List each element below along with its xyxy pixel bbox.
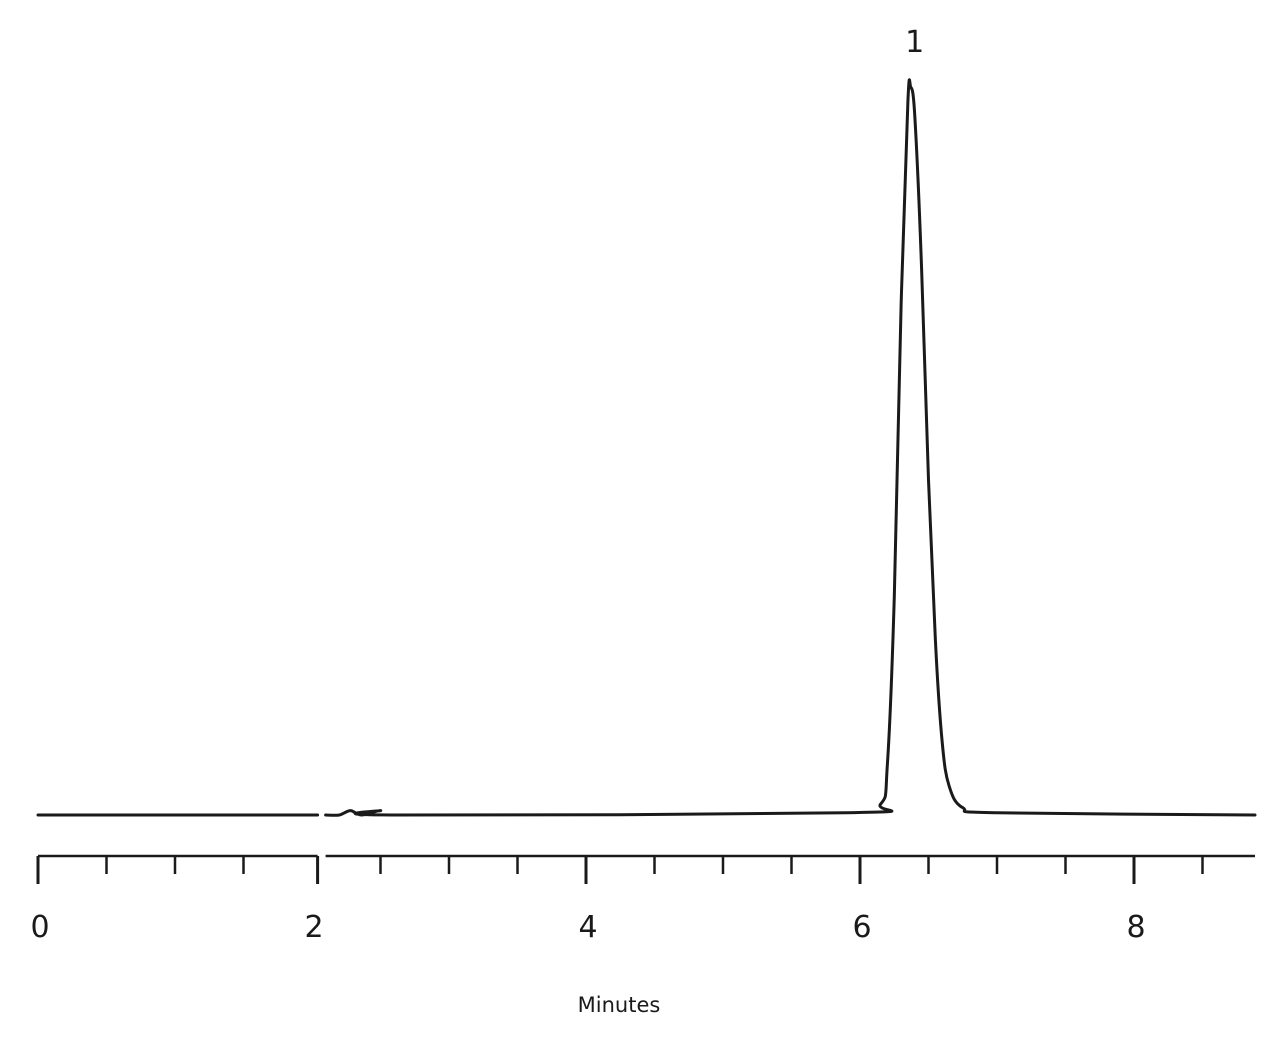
- x-axis-title: Minutes: [578, 993, 661, 1017]
- chromatogram-trace-segment-2: [324, 78, 1257, 817]
- x-tick-label: 6: [852, 910, 871, 945]
- x-tick-label: 2: [304, 910, 323, 945]
- x-axis: [36, 854, 1255, 884]
- x-tick-label: 4: [578, 910, 597, 945]
- trace-layer: [36, 78, 1257, 817]
- x-tick-label: 8: [1126, 910, 1145, 945]
- label-layer: 0 2 4 6 8 Minutes 1: [30, 25, 1145, 1017]
- peak-label: 1: [905, 25, 924, 60]
- x-tick-label: 0: [30, 910, 49, 945]
